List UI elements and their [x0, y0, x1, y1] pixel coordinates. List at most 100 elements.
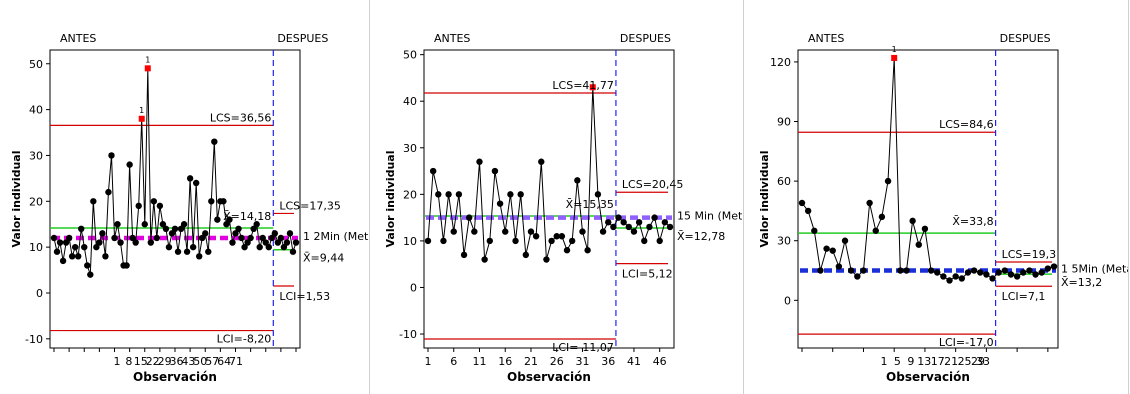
data-point	[65, 234, 73, 242]
data-point	[610, 223, 617, 231]
x-tick-label: 13	[917, 355, 931, 368]
data-point	[1013, 273, 1021, 280]
data-point	[220, 198, 227, 205]
data-point	[75, 253, 82, 260]
annotation-lcs-after: LCS=20,45	[622, 178, 684, 191]
outlier-point	[891, 54, 898, 61]
data-point	[625, 223, 633, 231]
data-point	[244, 239, 251, 246]
data-point	[250, 225, 257, 232]
x-tick-label: 43	[181, 355, 195, 368]
y-tick-label: 30	[29, 149, 43, 162]
data-point	[563, 247, 571, 254]
data-point	[117, 239, 124, 246]
y-tick-label: 30	[777, 235, 791, 248]
data-point	[823, 245, 830, 252]
data-point	[84, 262, 91, 269]
data-point	[435, 191, 442, 198]
data-point	[995, 269, 1002, 276]
data-point	[599, 228, 607, 235]
annotation-mean-after: X̄=9,44	[303, 252, 344, 265]
data-point	[522, 251, 530, 259]
data-point	[835, 263, 843, 270]
data-point	[553, 233, 560, 240]
data-point	[229, 239, 236, 246]
data-point	[651, 214, 658, 221]
x-tick-label: 29	[158, 355, 172, 368]
data-point	[289, 248, 297, 255]
y-axis-label: Valor individual	[384, 150, 397, 247]
data-point	[256, 243, 263, 251]
data-point	[476, 158, 483, 165]
stage-label-before: ANTES	[60, 32, 96, 45]
data-point	[1026, 267, 1033, 274]
annotation-lci-after: LCI=5,12	[622, 268, 673, 281]
data-point	[283, 239, 291, 246]
x-tick-label: 46	[653, 355, 667, 368]
data-point	[605, 219, 612, 226]
data-point	[96, 239, 103, 246]
data-point	[429, 167, 437, 175]
data-point	[162, 225, 170, 232]
data-point	[165, 243, 173, 251]
data-point	[186, 175, 194, 182]
annotation-mean-before: X̄=15,35	[566, 198, 614, 211]
data-point	[1020, 269, 1027, 276]
y-tick-label: 10	[403, 235, 417, 248]
data-point	[921, 225, 929, 232]
annotation-lci-after: LCI=1,53	[279, 290, 330, 303]
data-point	[532, 233, 540, 240]
data-point	[265, 243, 272, 251]
data-point	[804, 207, 812, 215]
annotation-mean-before: X̄=33,8	[952, 215, 993, 228]
annotation-lcs-after: LCS=17,35	[279, 199, 341, 212]
y-tick-label: 40	[403, 95, 417, 108]
data-point	[860, 267, 867, 274]
data-point	[199, 234, 206, 242]
annotation-lcs-before: LCS=84,6	[939, 118, 994, 131]
data-point	[226, 216, 233, 223]
y-tick-label: 0	[784, 294, 791, 307]
data-point	[135, 202, 142, 210]
data-point	[574, 177, 581, 184]
x-tick-label: 50	[193, 355, 207, 368]
data-point	[268, 234, 275, 242]
data-point	[641, 237, 648, 245]
data-point	[491, 167, 499, 175]
data-point	[180, 221, 188, 228]
data-point	[183, 248, 191, 255]
data-point	[502, 228, 509, 235]
data-point	[584, 247, 591, 254]
data-point	[59, 257, 67, 265]
data-point	[450, 228, 457, 235]
x-tick-label: 6	[450, 355, 457, 368]
data-point	[87, 271, 94, 278]
data-point	[989, 275, 996, 282]
data-point	[817, 267, 824, 274]
series-line	[53, 68, 297, 275]
stage-label-after: DESPUES	[1000, 32, 1051, 45]
data-point	[202, 230, 209, 237]
stage-label-after: DESPUES	[277, 32, 328, 45]
data-point	[153, 234, 161, 242]
data-point	[108, 152, 115, 159]
data-point	[977, 269, 984, 276]
data-point	[68, 253, 76, 260]
data-point	[558, 233, 566, 240]
data-point	[538, 158, 545, 165]
x-tick-label: 41	[627, 355, 641, 368]
data-point	[958, 275, 966, 282]
y-tick-label: 10	[29, 241, 43, 254]
x-tick-label: 36	[170, 355, 184, 368]
x-tick-label: 22	[146, 355, 160, 368]
x-tick-label: 21	[524, 355, 538, 368]
y-axis-label: Valor individual	[10, 150, 23, 247]
x-tick-label: 8	[125, 355, 132, 368]
x-tick-label: 36	[601, 355, 615, 368]
annotation-lci-before: LCI=-11,07	[552, 341, 614, 354]
y-tick-label: 60	[777, 175, 791, 188]
x-tick-label: 64	[217, 355, 231, 368]
data-point	[615, 214, 622, 221]
y-tick-label: 50	[403, 49, 417, 62]
data-point	[440, 237, 447, 245]
